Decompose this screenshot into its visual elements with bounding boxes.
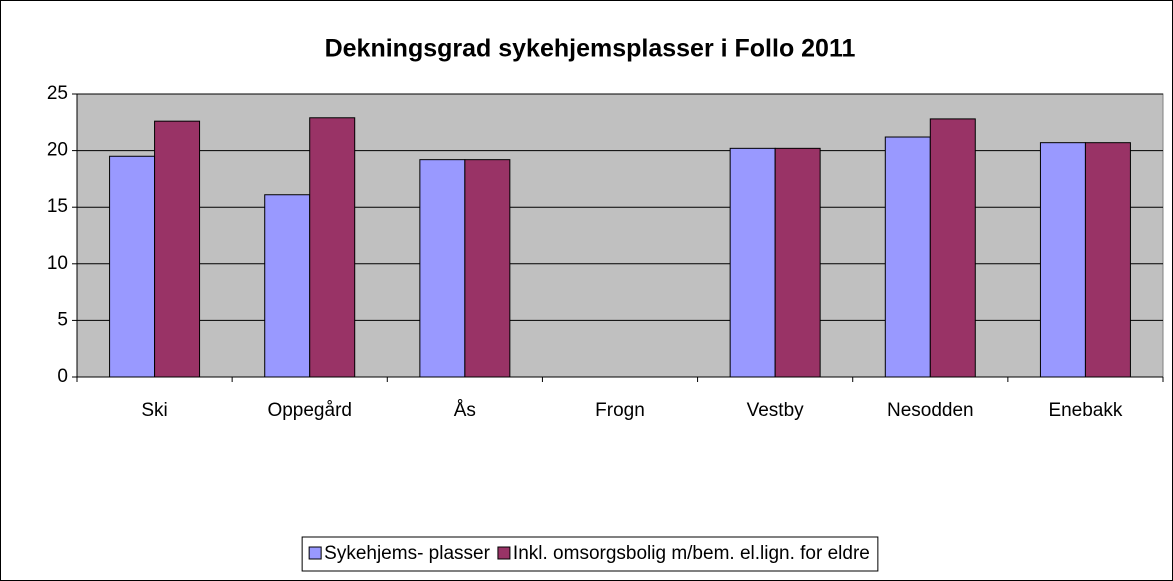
y-tick-label: 5	[57, 309, 68, 330]
y-tick-label: 10	[47, 253, 68, 274]
x-tick-label: Nesodden	[887, 400, 974, 421]
y-tick-label: 20	[47, 140, 68, 161]
bar	[774, 147, 821, 378]
x-tick-label: Frogn	[595, 400, 645, 421]
bar	[1039, 142, 1086, 378]
bar	[1084, 142, 1131, 378]
bar	[884, 136, 931, 378]
bar	[929, 118, 976, 378]
x-tick-label: Ski	[141, 400, 167, 421]
x-tick-label: Enebakk	[1048, 400, 1122, 421]
x-tick-label: Vestby	[747, 400, 805, 421]
legend-swatch	[497, 546, 511, 560]
y-tick-label: 15	[47, 196, 68, 217]
bar	[309, 117, 356, 378]
bar	[464, 159, 511, 378]
legend-box	[301, 536, 879, 572]
bar	[109, 155, 156, 378]
x-tick-label: Oppegård	[267, 400, 352, 421]
x-tick-label: Ås	[454, 400, 476, 421]
bar	[264, 194, 311, 378]
chart-title: Dekningsgrad sykehjemsplasser i Follo 20…	[325, 35, 856, 63]
plot-area	[76, 93, 1164, 378]
bar	[729, 147, 776, 378]
legend-label: Sykehjems- plasser	[324, 543, 490, 564]
legend-swatch	[308, 546, 322, 560]
bar	[154, 120, 201, 378]
y-tick-label: 25	[47, 83, 68, 104]
bar	[419, 159, 466, 378]
y-tick-label: 0	[57, 366, 68, 387]
legend-label: Inkl. omsorgsbolig m/bem. el.lign. for e…	[513, 543, 870, 564]
